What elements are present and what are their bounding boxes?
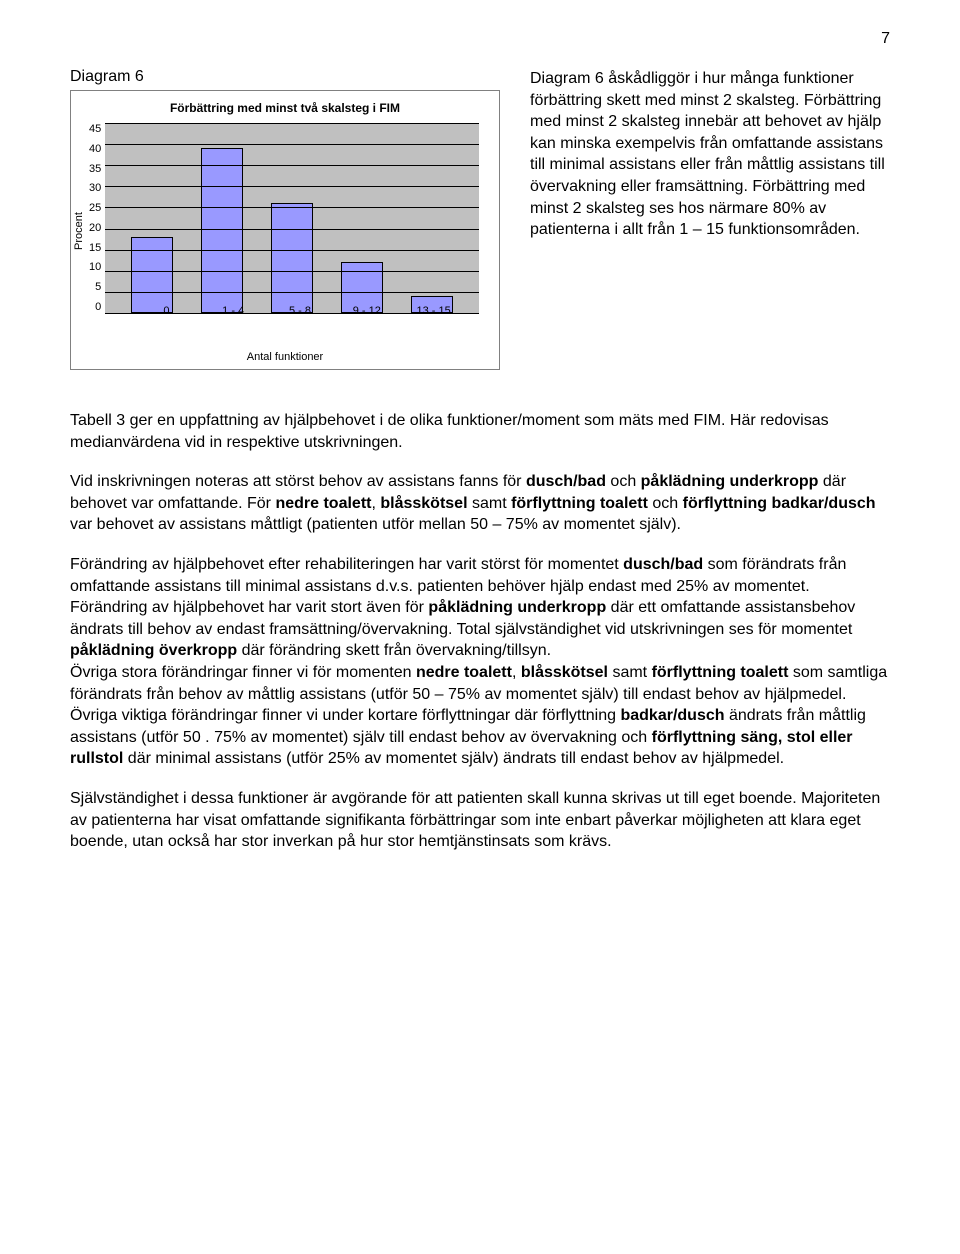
grid-line bbox=[105, 165, 479, 166]
xtick: 0 bbox=[145, 305, 187, 317]
side-paragraph: Diagram 6 åskådliggör i hur många funkti… bbox=[530, 68, 890, 370]
paragraph-4: Självständighet i dessa funktioner är av… bbox=[70, 788, 890, 853]
bold-text: dusch/bad bbox=[526, 473, 606, 490]
chart-heading: Diagram 6 bbox=[70, 68, 500, 86]
grid-line bbox=[105, 144, 479, 145]
xtick: 13 - 15 bbox=[413, 305, 455, 317]
bold-text: dusch/bad bbox=[623, 556, 703, 573]
text: Förändring av hjälpbehovet efter rehabil… bbox=[70, 556, 623, 573]
text: Övriga stora förändringar finner vi för … bbox=[70, 664, 416, 681]
ytick: 40 bbox=[89, 143, 101, 155]
bold-text: blåsskötsel bbox=[380, 495, 467, 512]
text: , bbox=[512, 664, 521, 681]
top-row: Diagram 6 Förbättring med minst två skal… bbox=[70, 68, 890, 370]
text: och bbox=[648, 495, 683, 512]
paragraph-3: Förändring av hjälpbehovet efter rehabil… bbox=[70, 554, 890, 770]
y-ticks: 45 40 35 30 25 20 15 10 5 0 bbox=[89, 123, 105, 313]
ytick: 35 bbox=[89, 163, 101, 175]
text: samt bbox=[608, 664, 652, 681]
xtick: 5 - 8 bbox=[279, 305, 321, 317]
bold-text: nedre toalett bbox=[416, 664, 512, 681]
ytick: 10 bbox=[89, 261, 101, 273]
bar-chart: Förbättring med minst två skalsteg i FIM… bbox=[70, 90, 500, 370]
text: och bbox=[606, 473, 641, 490]
y-axis-label: Procent bbox=[71, 121, 89, 341]
plot-area bbox=[105, 123, 479, 313]
document-page: 7 Diagram 6 Förbättring med minst två sk… bbox=[0, 0, 960, 911]
bar bbox=[271, 203, 313, 313]
grid-line bbox=[105, 250, 479, 251]
paragraph-1: Tabell 3 ger en uppfattning av hjälpbeho… bbox=[70, 410, 890, 453]
bold-text: nedre toalett bbox=[275, 495, 371, 512]
bold-text: påklädning underkropp bbox=[428, 599, 606, 616]
bold-text: påklädning överkropp bbox=[70, 642, 237, 659]
ytick: 25 bbox=[89, 202, 101, 214]
grid-line bbox=[105, 207, 479, 208]
bars-row bbox=[105, 123, 479, 313]
text: var behovet av assistans måttligt (patie… bbox=[70, 516, 681, 533]
body-text: Tabell 3 ger en uppfattning av hjälpbeho… bbox=[70, 410, 890, 853]
ytick: 45 bbox=[89, 123, 101, 135]
chart-column: Diagram 6 Förbättring med minst två skal… bbox=[70, 68, 500, 370]
bold-text: förflyttning toalett bbox=[511, 495, 648, 512]
ytick: 30 bbox=[89, 182, 101, 194]
grid-line bbox=[105, 271, 479, 272]
grid-line bbox=[105, 123, 479, 124]
bar bbox=[201, 148, 243, 313]
grid-line bbox=[105, 229, 479, 230]
page-number: 7 bbox=[70, 30, 890, 48]
bold-text: förflyttning toalett bbox=[652, 664, 789, 681]
text: Vid inskrivningen noteras att störst beh… bbox=[70, 473, 526, 490]
ytick: 20 bbox=[89, 222, 101, 234]
bold-text: påklädning underkropp bbox=[641, 473, 819, 490]
x-axis-label: Antal funktioner bbox=[71, 351, 499, 363]
grid-line bbox=[105, 186, 479, 187]
xtick: 1 - 4 bbox=[212, 305, 254, 317]
text: där förändring skett från övervakning/ti… bbox=[237, 642, 551, 659]
chart-title: Förbättring med minst två skalsteg i FIM bbox=[71, 91, 499, 121]
text: Övriga viktiga förändringar finner vi un… bbox=[70, 707, 620, 724]
ytick: 15 bbox=[89, 242, 101, 254]
text: där minimal assistans (utför 25% av mome… bbox=[123, 750, 784, 767]
bold-text: blåsskötsel bbox=[521, 664, 608, 681]
text: samt bbox=[468, 495, 512, 512]
ytick: 0 bbox=[95, 301, 101, 313]
xtick: 9 - 12 bbox=[346, 305, 388, 317]
grid-line bbox=[105, 292, 479, 293]
x-ticks: 0 1 - 4 5 - 8 9 - 12 13 - 15 bbox=[121, 305, 479, 317]
ytick: 5 bbox=[95, 281, 101, 293]
bar bbox=[131, 237, 173, 313]
bold-text: förflyttning badkar/dusch bbox=[683, 495, 876, 512]
bold-text: badkar/dusch bbox=[620, 707, 724, 724]
paragraph-2: Vid inskrivningen noteras att störst beh… bbox=[70, 471, 890, 536]
